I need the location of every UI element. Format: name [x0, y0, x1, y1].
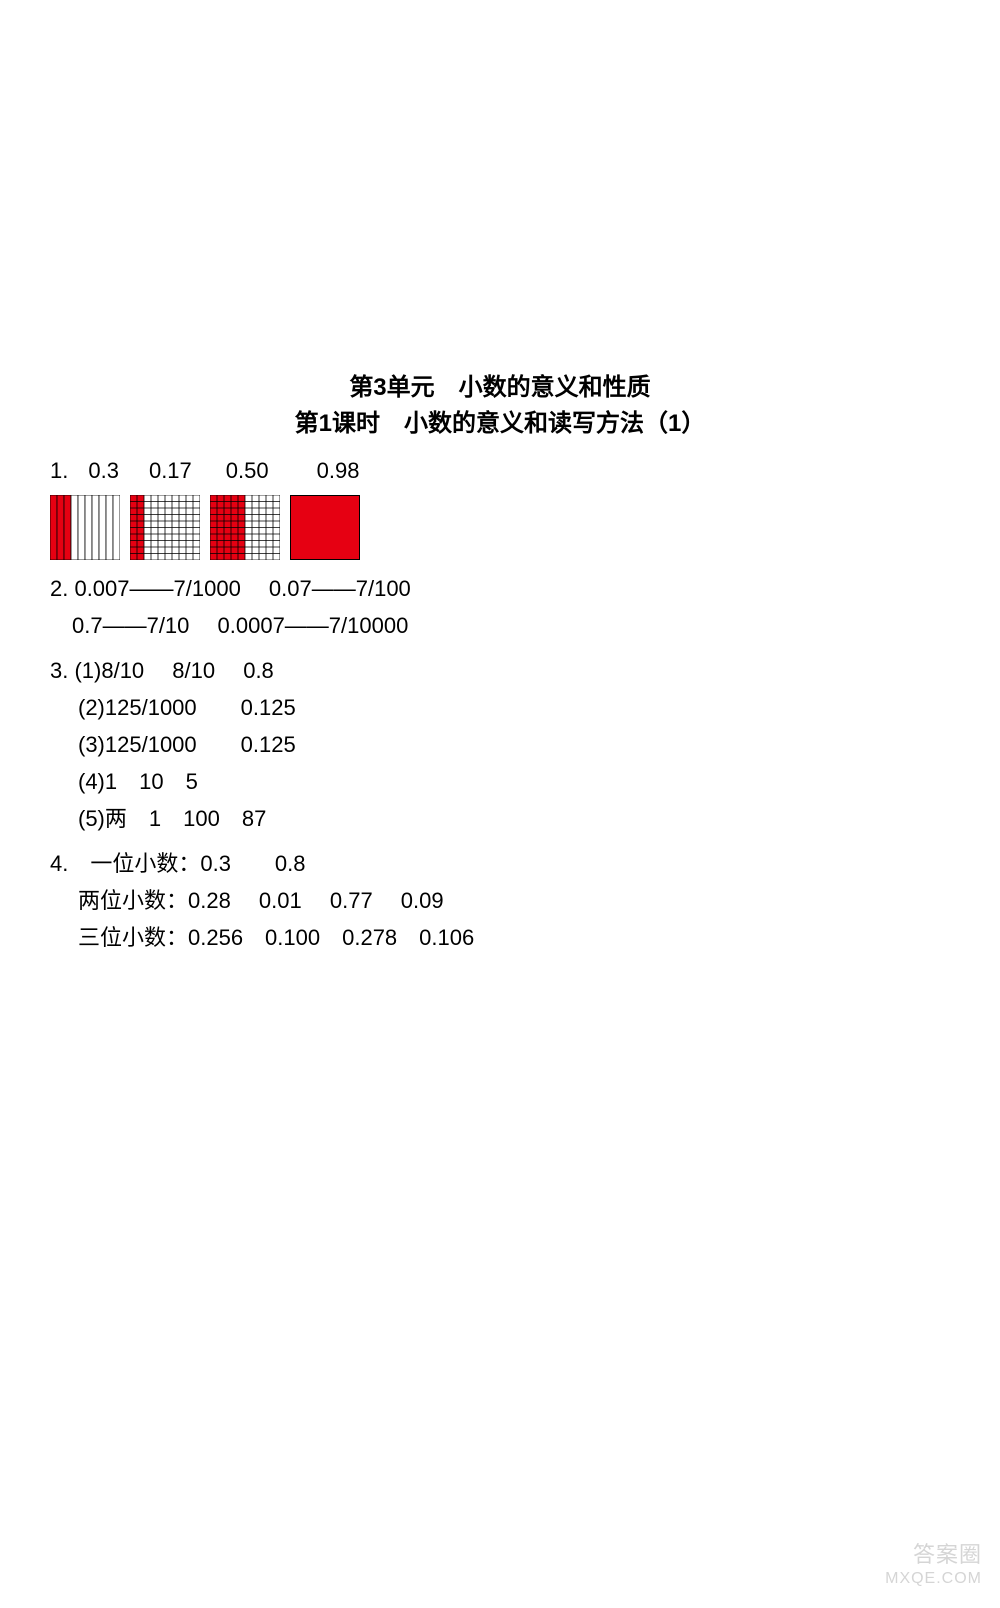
q1-grid-1: [130, 495, 200, 560]
q1-v1: 0.17: [149, 454, 192, 487]
q1-grids: [50, 495, 950, 560]
q3-l5: (5)两 1 100 87: [78, 802, 950, 835]
q2-line1: 2. 0.007——7/1000 0.07——7/100: [50, 572, 950, 605]
q4-head: 4. 一位小数：0.3 0.8: [50, 847, 950, 880]
q3-l3: (3)125/1000 0.125: [78, 728, 950, 761]
q2-line2: 0.7——7/10 0.0007——7/10000: [50, 609, 950, 642]
q1-grid-3: [290, 495, 360, 560]
watermark: 答案圈 MXQE.COM: [885, 1541, 982, 1590]
q1-label: 1.: [50, 454, 68, 487]
watermark-cn: 答案圈: [885, 1541, 982, 1570]
q4-l2: 两位小数：0.28 0.01 0.77 0.09: [78, 884, 950, 917]
q1-v2: 0.50: [226, 454, 269, 487]
q1-grid-0: [50, 495, 120, 560]
q1-row: 1. 0.3 0.17 0.50 0.98: [50, 454, 950, 560]
unit-title: 第3单元 小数的意义和性质: [50, 370, 950, 406]
q1-v0: 0.3: [88, 454, 119, 487]
q1-v3: 0.98: [317, 454, 360, 487]
q3-head: 3. (1)8/10 8/10 0.8: [50, 654, 950, 687]
watermark-en: MXQE.COM: [885, 1569, 982, 1590]
q3-l4: (4)1 10 5: [78, 765, 950, 798]
q1-grid-2: [210, 495, 280, 560]
q3-l2: (2)125/1000 0.125: [78, 691, 950, 724]
lesson-title: 第1课时 小数的意义和读写方法（1）: [50, 406, 950, 442]
q4-l3: 三位小数：0.256 0.100 0.278 0.106: [78, 921, 950, 954]
